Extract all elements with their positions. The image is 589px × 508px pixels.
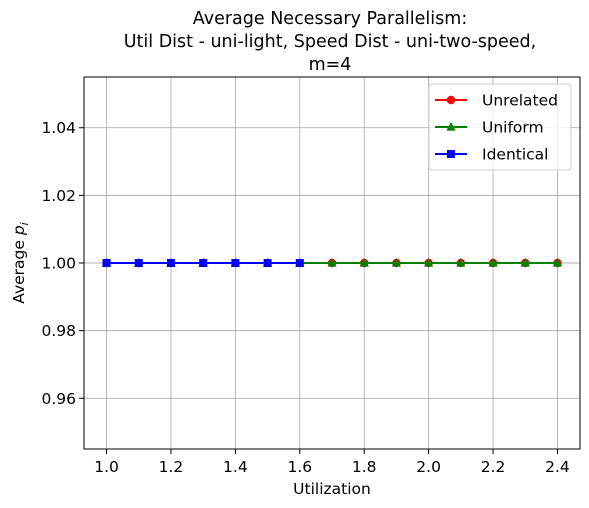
x-tick-label: 2.4 [545,458,570,476]
data-point [135,259,143,267]
legend-label: Unrelated [482,92,558,110]
y-axis-ticks: 0.96 0.98 1.00 1.02 1.04 [41,119,84,408]
series-identical [103,259,304,267]
legend: Unrelated Uniform Identical [429,84,571,170]
y-tick-label: 0.96 [41,390,76,408]
x-axis-ticks: 1.0 1.2 1.4 1.6 1.8 2.0 2.2 2.4 [94,449,570,476]
legend-label: Identical [482,146,548,164]
chart-title: Average Necessary Parallelism: Util Dist… [124,9,536,75]
data-point [231,259,239,267]
plot-series [102,258,562,267]
x-tick-label: 1.2 [159,458,184,476]
data-point [103,259,111,267]
y-axis-label-subscript: i [18,222,31,225]
chart-title-line-2: Util Dist - uni-light, Speed Dist - uni-… [124,32,536,52]
y-tick-label: 0.98 [41,322,76,340]
y-tick-label: 1.02 [41,187,76,205]
x-tick-label: 1.6 [287,458,312,476]
y-tick-label: 1.00 [41,255,76,273]
chart-title-line-3: m=4 [309,55,352,75]
x-axis-label: Utilization [293,480,371,498]
data-point [264,259,272,267]
data-point [199,259,207,267]
x-tick-label: 2.2 [481,458,506,476]
y-tick-label: 1.04 [41,119,76,137]
x-tick-label: 1.8 [352,458,377,476]
y-axis-label: Average pi [10,222,31,303]
y-axis-label-variable: p [10,225,28,236]
chart-title-line-1: Average Necessary Parallelism: [193,9,467,29]
data-point [296,259,304,267]
x-tick-label: 1.4 [223,458,248,476]
legend-label: Uniform [482,119,544,137]
legend-marker [447,150,455,158]
y-axis-label-text: Average [10,235,28,304]
x-tick-label: 2.0 [416,458,441,476]
x-tick-label: 1.0 [94,458,119,476]
legend-marker [447,96,455,104]
data-point [167,259,175,267]
